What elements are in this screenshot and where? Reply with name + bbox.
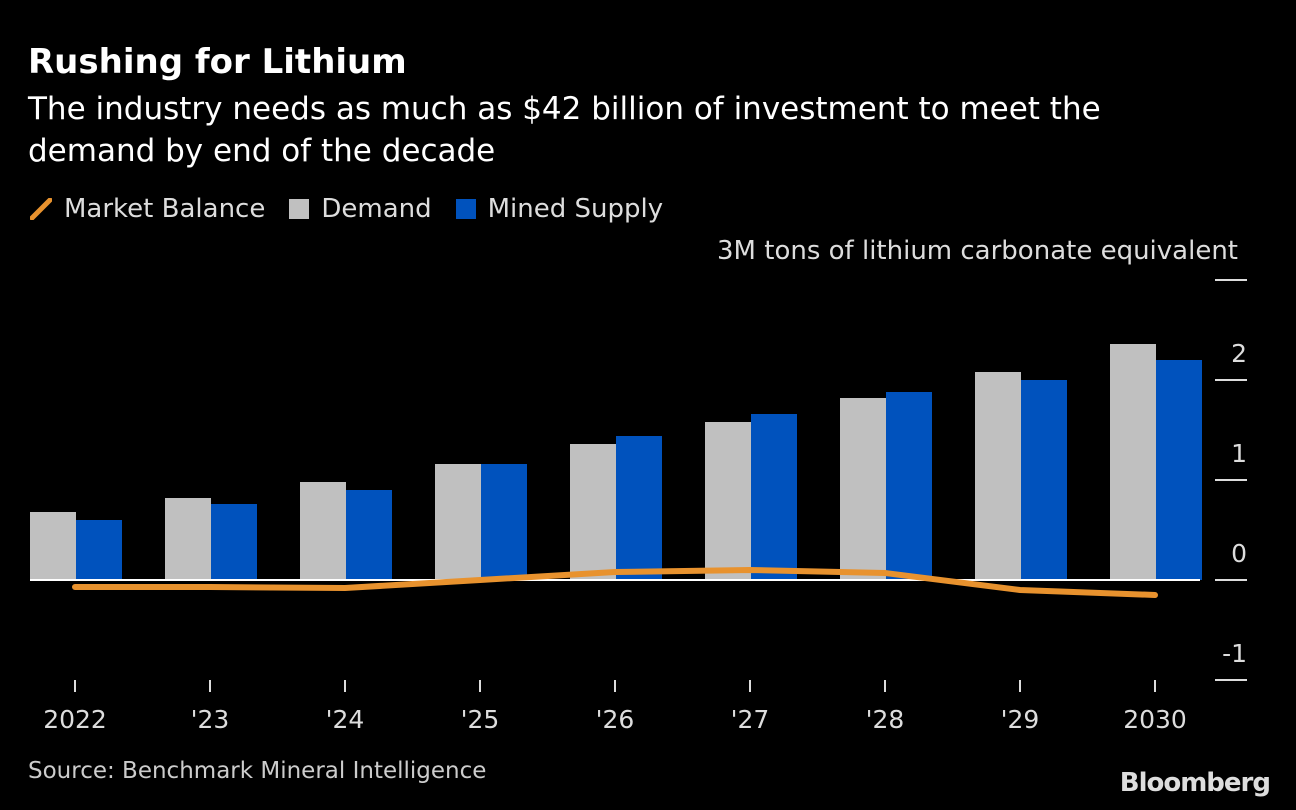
demand-bar <box>705 422 751 580</box>
bloomberg-logo: Bloomberg <box>1119 768 1271 798</box>
demand-bar <box>840 398 886 580</box>
supply-bar <box>616 436 662 580</box>
y-tick-label: -1 <box>1222 639 1247 668</box>
demand-bar <box>300 482 346 580</box>
y-tick-label: 0 <box>1231 539 1247 568</box>
market-balance-line <box>72 567 1158 598</box>
x-tick-label: '28 <box>866 705 905 734</box>
y-tick-label: 2 <box>1231 339 1247 368</box>
x-tick-label: '27 <box>731 705 770 734</box>
x-tick-label: '23 <box>191 705 230 734</box>
supply-bar <box>211 504 257 580</box>
x-tick-label: '26 <box>596 705 635 734</box>
supply-bar <box>751 414 797 580</box>
x-tick-label: 2022 <box>43 705 107 734</box>
legend-label: Mined Supply <box>487 194 664 224</box>
legend-item-demand: Demand <box>289 194 432 224</box>
supply-bar <box>76 520 122 580</box>
y-tick-label: 1 <box>1231 439 1247 468</box>
legend-item-mined-supply: Mined Supply <box>455 194 664 224</box>
demand-swatch-icon <box>289 199 310 219</box>
supply-bar <box>481 464 527 580</box>
demand-bar <box>975 372 1021 580</box>
y-axis-unit-label: 3M tons of lithium carbonate equivalent <box>717 236 1238 266</box>
demand-bar <box>30 512 76 580</box>
chart-subtitle: The industry needs as much as $42 billio… <box>28 91 1101 169</box>
x-tick-label: '24 <box>326 705 365 734</box>
x-tick-label: '29 <box>1001 705 1040 734</box>
demand-bar <box>1110 344 1156 580</box>
supply-bar <box>886 392 932 580</box>
demand-bar <box>165 498 211 580</box>
x-tick-label: '25 <box>461 705 500 734</box>
legend-label: Market Balance <box>64 194 266 224</box>
legend-item-market-balance: Market Balance <box>30 194 265 224</box>
supply-swatch-icon <box>455 199 476 219</box>
chart-title: Rushing for Lithium <box>28 42 407 82</box>
x-tick-label: 2030 <box>1123 705 1187 734</box>
demand-bar <box>435 464 481 580</box>
supply-bar <box>346 490 392 580</box>
legend-label: Demand <box>321 194 432 224</box>
legend: Market Balance Demand Mined Supply <box>30 194 687 224</box>
source-note: Source: Benchmark Mineral Intelligence <box>28 758 487 784</box>
supply-bar <box>1021 380 1067 580</box>
line-swatch-icon <box>30 198 52 220</box>
demand-bar <box>570 444 616 580</box>
supply-bar <box>1156 360 1202 580</box>
